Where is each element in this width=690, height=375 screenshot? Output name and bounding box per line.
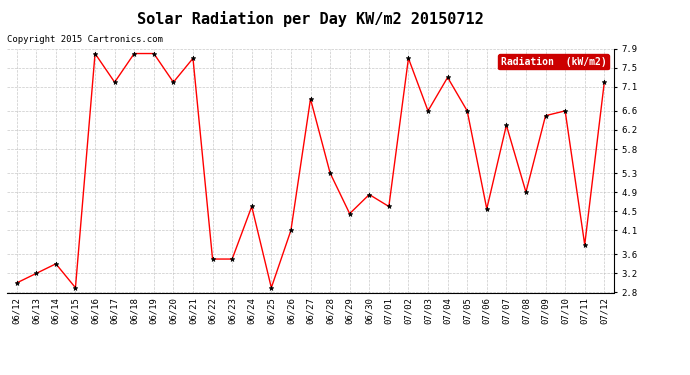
Text: Copyright 2015 Cartronics.com: Copyright 2015 Cartronics.com bbox=[7, 35, 163, 44]
Legend: Radiation  (kW/m2): Radiation (kW/m2) bbox=[497, 54, 609, 69]
Text: Solar Radiation per Day KW/m2 20150712: Solar Radiation per Day KW/m2 20150712 bbox=[137, 11, 484, 27]
